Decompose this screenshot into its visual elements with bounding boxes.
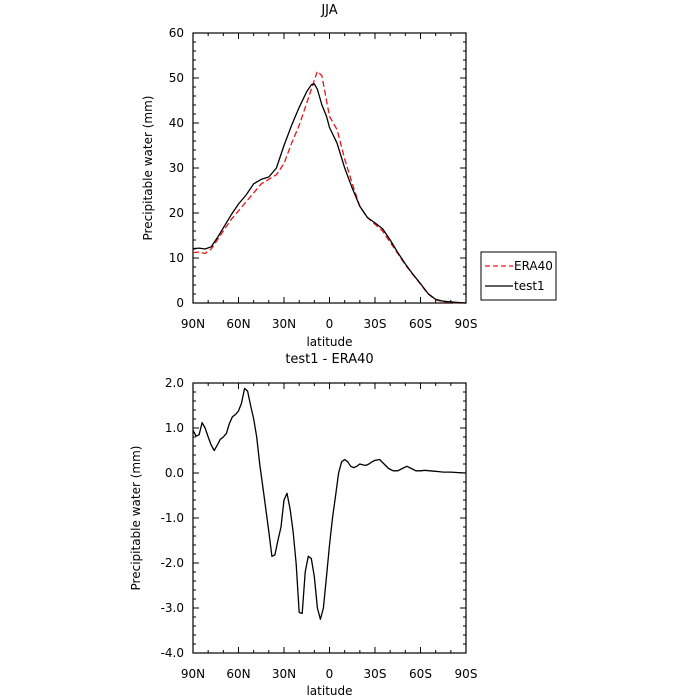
plot-frame [192, 32, 467, 304]
y-axis-label: Precipitable water (mm) [141, 96, 155, 241]
series-line-era40 [192, 70, 467, 304]
y-tick-label: 2.0 [165, 376, 184, 390]
bottom-panel: test1 - ERA40 90N 60N 30N 0 30S 60S 90S 2.0 1.0 0.… [129, 352, 477, 698]
x-tick-label: 30N [272, 667, 296, 681]
x-tick-label: 90N [181, 317, 205, 331]
series-line-test1 [192, 83, 467, 304]
x-tick-label: 30S [364, 667, 387, 681]
y-tick-label: -2.0 [161, 556, 184, 570]
legend-label-test1: test1 [514, 279, 545, 293]
x-tick-label: 0 [326, 667, 334, 681]
legend: ERA40 test1 [480, 251, 557, 301]
plot-frame [192, 382, 467, 654]
y-tick-label: 30 [169, 161, 184, 175]
chart-title: JJA [320, 3, 337, 18]
y-tick-label: 10 [169, 251, 184, 265]
legend-box [480, 251, 557, 301]
y-tick-label: 40 [169, 116, 184, 130]
x-tick-label: 90S [455, 317, 478, 331]
x-tick-label: 60S [409, 317, 432, 331]
x-tick-label: 30N [272, 317, 296, 331]
y-tick-label: 0.0 [165, 466, 184, 480]
y-tick-label: -4.0 [161, 646, 184, 660]
chart-title: test1 - ERA40 [285, 352, 373, 367]
y-tick-label: 50 [169, 71, 184, 85]
y-axis-label: Precipitable water (mm) [129, 446, 143, 591]
x-tick-label: 60S [409, 667, 432, 681]
y-tick-label: -3.0 [161, 601, 184, 615]
y-tick-label: -1.0 [161, 511, 184, 525]
x-tick-label: 60N [226, 317, 250, 331]
x-axis-label: latitude [306, 684, 352, 698]
y-tick-label: 1.0 [165, 421, 184, 435]
x-tick-label: 0 [326, 317, 334, 331]
legend-label-era40: ERA40 [514, 259, 553, 273]
y-tick-label: 20 [169, 206, 184, 220]
top-panel: JJA 90N 60N 30N 0 30S 60S 90S 0 10 20 30 40 50 60 latit… [141, 3, 477, 349]
series-line-test1-era40 [192, 387, 467, 620]
x-tick-label: 90S [455, 667, 478, 681]
x-tick-label: 30S [364, 317, 387, 331]
y-tick-label: 60 [169, 26, 184, 40]
y-tick-label: 0 [176, 296, 184, 310]
x-axis-label: latitude [306, 335, 352, 349]
x-tick-label: 90N [181, 667, 205, 681]
x-tick-label: 60N [226, 667, 250, 681]
